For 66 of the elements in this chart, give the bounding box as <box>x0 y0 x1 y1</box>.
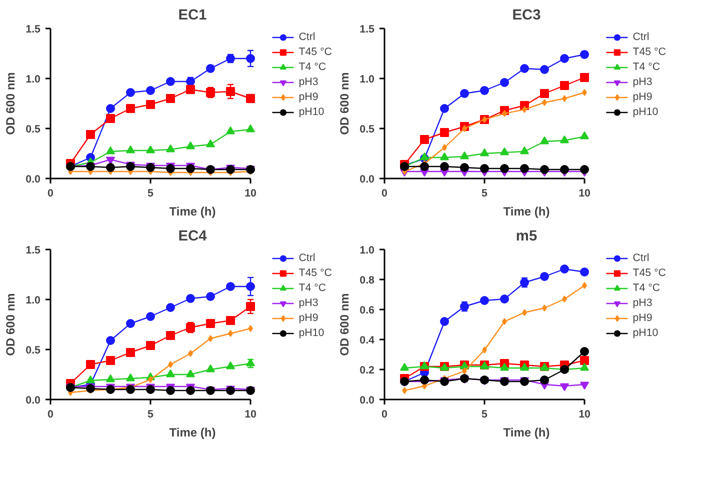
y-tick-label: 0.0 <box>360 394 375 406</box>
legend-label: T45 °C <box>632 266 666 280</box>
legend-label: T4 °C <box>298 281 326 295</box>
legend-label: T4 °C <box>298 60 326 74</box>
y-tick-label: 1.0 <box>360 74 375 86</box>
legend-label: T45 °C <box>632 45 666 59</box>
x-tick-label: 10 <box>578 408 590 420</box>
x-tick-label: 5 <box>482 188 488 200</box>
x-tick-label: 0 <box>48 188 54 200</box>
legend-label: pH10 <box>632 326 658 340</box>
y-tick-label: 0.5 <box>360 124 375 136</box>
x-tick-label: 0 <box>382 188 388 200</box>
legend-label: T45 °C <box>298 266 332 280</box>
legend-label: pH3 <box>298 75 319 89</box>
y-tick-label: 0.4 <box>360 334 375 346</box>
legend-label: Ctrl <box>632 251 650 265</box>
x-tick-label: 5 <box>148 408 154 420</box>
legend-label: pH3 <box>298 296 319 310</box>
legend-label: pH10 <box>298 105 324 119</box>
y-tick-label: 1.0 <box>26 294 41 306</box>
x-tick-label: 10 <box>244 188 256 200</box>
y-tick-label: 0.5 <box>26 344 41 356</box>
legend-label: pH9 <box>632 311 653 325</box>
y-tick-label: 0.0 <box>360 174 375 186</box>
legend-label: Ctrl <box>632 30 650 44</box>
chart-title: EC1 <box>178 8 207 24</box>
y-tick-label: 0.8 <box>360 274 375 286</box>
legend-label: pH3 <box>632 296 653 310</box>
y-axis-title: OD 600 nm <box>4 293 18 356</box>
legend-label: pH3 <box>632 75 653 89</box>
legend-label: T4 °C <box>632 60 660 74</box>
y-tick-label: 1.5 <box>26 244 41 256</box>
x-axis-title: Time (h) <box>169 426 216 440</box>
legend-label: Ctrl <box>298 251 316 265</box>
x-tick-label: 10 <box>244 408 256 420</box>
legend-label: pH9 <box>298 90 319 104</box>
x-tick-label: 0 <box>382 408 388 420</box>
x-axis-title: Time (h) <box>503 426 550 440</box>
legend-label: T45 °C <box>298 45 332 59</box>
legend-label: T4 °C <box>632 281 660 295</box>
chart-title: EC3 <box>512 8 541 24</box>
y-tick-label: 0.0 <box>26 394 41 406</box>
x-tick-label: 5 <box>482 408 488 420</box>
y-axis-title: OD 600 nm <box>4 72 18 135</box>
legend-label: Ctrl <box>298 30 316 44</box>
y-tick-label: 0.2 <box>360 364 375 376</box>
y-tick-label: 1.0 <box>26 74 41 86</box>
y-axis-title: OD 600 nm <box>338 293 352 356</box>
legend-label: pH10 <box>298 326 324 340</box>
y-tick-label: 1.5 <box>360 24 375 36</box>
chart-title: EC4 <box>178 228 208 244</box>
x-tick-label: 0 <box>48 408 54 420</box>
y-tick-label: 1.5 <box>26 24 41 36</box>
x-axis-title: Time (h) <box>169 204 216 218</box>
y-tick-label: 0.5 <box>26 124 41 136</box>
y-tick-label: 0.6 <box>360 304 375 316</box>
x-axis-title: Time (h) <box>503 204 550 218</box>
x-tick-label: 10 <box>578 188 590 200</box>
y-tick-label: 1.0 <box>360 244 375 256</box>
legend-label: pH9 <box>632 90 653 104</box>
legend-label: pH9 <box>298 311 319 325</box>
x-tick-label: 5 <box>148 188 154 200</box>
y-tick-label: 0.0 <box>26 174 41 186</box>
y-axis-title: OD 600 nm <box>338 72 352 135</box>
chart-title: m5 <box>516 228 538 244</box>
legend-label: pH10 <box>632 105 658 119</box>
